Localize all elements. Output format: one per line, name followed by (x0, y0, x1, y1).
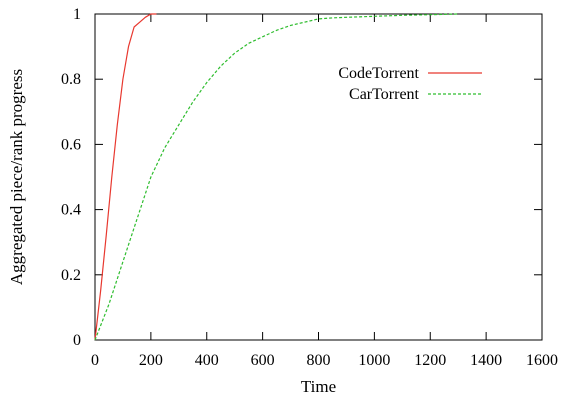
x-tick-label: 800 (307, 352, 331, 369)
x-tick-label: 0 (91, 352, 99, 369)
plot-border (94, 13, 543, 341)
x-tick-label: 1200 (414, 352, 446, 369)
series-line-cartorrent (94, 13, 459, 341)
legend-label-codetorrent: CodeTorrent (338, 65, 419, 82)
x-tick-label: 400 (195, 352, 219, 369)
y-tick-label: 0.8 (61, 71, 81, 88)
x-axis-ticks: 0 200 400 600 800 1000 1200 1400 1600 (91, 14, 558, 369)
y-tick-label: 0.6 (61, 136, 81, 153)
legend: CodeTorrent CarTorrent (338, 65, 482, 103)
y-axis-label: Aggregated piece/rank progress (7, 69, 26, 285)
x-tick-label: 1400 (470, 352, 502, 369)
x-tick-label: 200 (139, 352, 163, 369)
x-tick-label: 1000 (358, 352, 390, 369)
plot-frame (94, 13, 543, 341)
series-line-codetorrent (94, 13, 157, 341)
x-tick-label: 600 (251, 352, 275, 369)
x-axis-label: Time (301, 377, 336, 396)
y-tick-label: 0.4 (61, 202, 81, 219)
y-tick-label: 0.2 (61, 267, 81, 284)
y-tick-label: 1 (73, 6, 81, 23)
y-axis-ticks: 0 0.2 0.4 0.6 0.8 1 (61, 6, 542, 349)
series-lines (94, 13, 459, 341)
y-tick-label: 0 (73, 332, 81, 349)
x-tick-label: 1600 (526, 352, 558, 369)
legend-label-cartorrent: CarTorrent (349, 86, 420, 103)
